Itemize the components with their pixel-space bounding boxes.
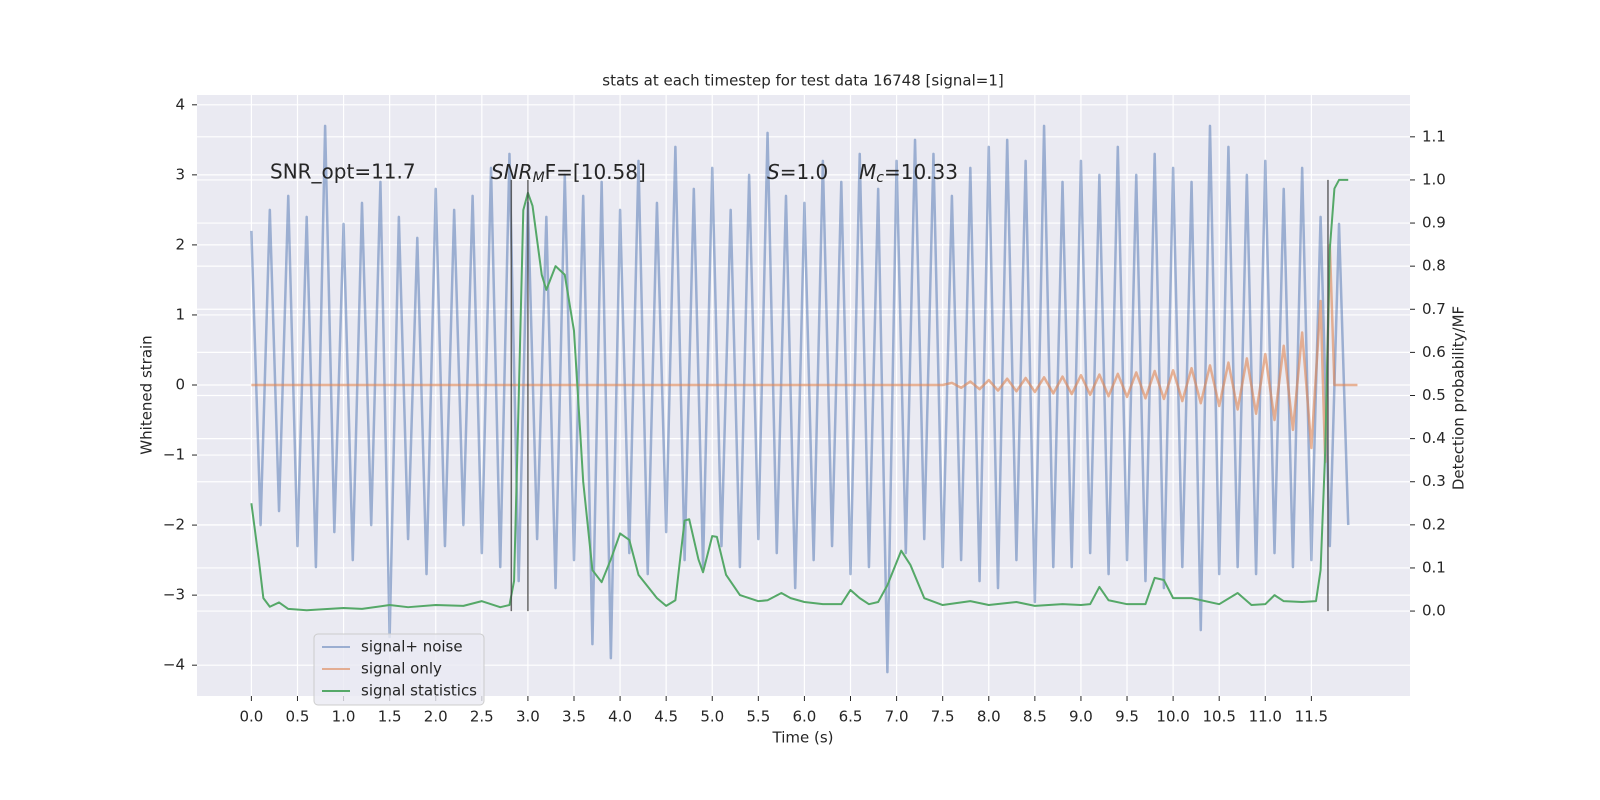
x-tick-label: 6.5 — [839, 708, 863, 726]
x-tick-label: 4.0 — [608, 708, 632, 726]
y-tick-label: 2 — [175, 235, 185, 253]
annotation-symbol: S — [767, 160, 780, 184]
x-tick-label: 6.0 — [792, 708, 816, 726]
x-tick-label: 0.0 — [239, 708, 263, 726]
x-tick-label: 10.0 — [1156, 708, 1189, 726]
legend-label: signal+ noise — [361, 638, 463, 656]
annotation-symbol: M — [859, 160, 876, 184]
x-tick-label: 11.5 — [1295, 708, 1328, 726]
x-tick-label: 8.0 — [977, 708, 1001, 726]
y2-tick-label: 0.3 — [1422, 472, 1446, 490]
y2-tick-label: 1.1 — [1422, 127, 1446, 145]
annotation: Mc=10.33 — [859, 160, 958, 187]
y2-axis-label: Detection probability/MF — [1450, 306, 1468, 490]
legend-label: signal only — [361, 660, 442, 678]
y2-tick-label: 0.0 — [1422, 602, 1446, 620]
y-tick-label: −4 — [163, 656, 185, 674]
annotation: S=1.0 — [767, 160, 828, 184]
annotation: SNRMF=[10.58] — [491, 160, 646, 187]
y2-tick-label: 0.6 — [1422, 343, 1446, 361]
annotation-value: =1.0 — [780, 160, 829, 184]
x-tick-label: 7.5 — [931, 708, 955, 726]
y-tick-label: 1 — [175, 305, 185, 323]
y2-tick-label: 0.8 — [1422, 257, 1446, 275]
annotation-subscript: M — [533, 170, 545, 186]
y-tick-label: −1 — [163, 446, 185, 464]
y2-tick-label: 1.0 — [1422, 170, 1446, 188]
axes: 0.0 0.5 1.0 1.5 2.0 2.5 3.0 3.5 4.0 4.5 5.0 5.5 6.0 6… — [163, 95, 1446, 725]
x-tick-label: 3.0 — [516, 708, 540, 726]
legend — [313, 633, 485, 706]
y2-tick-label: 0.4 — [1422, 429, 1446, 447]
x-tick-label: 10.5 — [1202, 708, 1235, 726]
y-tick-label: −2 — [163, 516, 185, 534]
y-tick-label: 0 — [175, 375, 185, 393]
marks — [250, 124, 1358, 674]
annotation-subscript: c — [876, 170, 884, 186]
annotation-value: F=[10.58] — [545, 160, 646, 184]
x-tick-label: 3.5 — [562, 708, 586, 726]
series-line — [250, 178, 1349, 612]
x-tick-label: 9.5 — [1115, 708, 1139, 726]
y-tick-label: 4 — [175, 95, 185, 113]
x-tick-label: 2.5 — [470, 708, 494, 726]
legend-label: signal statistics — [361, 682, 477, 700]
x-tick-label: 1.5 — [378, 708, 402, 726]
annotation-value: =10.33 — [884, 160, 958, 184]
y-tick-label: 3 — [175, 165, 185, 183]
x-tick-label: 11.0 — [1249, 708, 1282, 726]
x-tick-label: 9.0 — [1069, 708, 1093, 726]
y2-tick-label: 0.2 — [1422, 515, 1446, 533]
y-tick-label: −3 — [163, 586, 185, 604]
x-axis-label: Time (s) — [772, 729, 834, 747]
series-line — [251, 243, 1358, 464]
annotation: SNR_opt=11.7 — [270, 160, 416, 184]
annotation-symbol: SNR — [491, 160, 533, 184]
series-line — [250, 124, 1350, 674]
x-tick-label: 0.5 — [286, 708, 310, 726]
x-tick-label: 4.5 — [654, 708, 678, 726]
chart-title: stats at each timestep for test data 167… — [602, 72, 1003, 90]
y2-tick-label: 0.9 — [1422, 214, 1446, 232]
y2-tick-label: 0.7 — [1422, 300, 1446, 318]
x-tick-label: 7.0 — [885, 708, 909, 726]
x-tick-label: 1.0 — [332, 708, 356, 726]
x-tick-label: 8.5 — [1023, 708, 1047, 726]
y-axis-label: Whitened strain — [138, 335, 156, 454]
x-tick-label: 5.0 — [700, 708, 724, 726]
y2-tick-label: 0.5 — [1422, 386, 1446, 404]
y2-tick-label: 0.1 — [1422, 558, 1446, 576]
x-tick-label: 2.0 — [424, 708, 448, 726]
x-tick-label: 5.5 — [746, 708, 770, 726]
